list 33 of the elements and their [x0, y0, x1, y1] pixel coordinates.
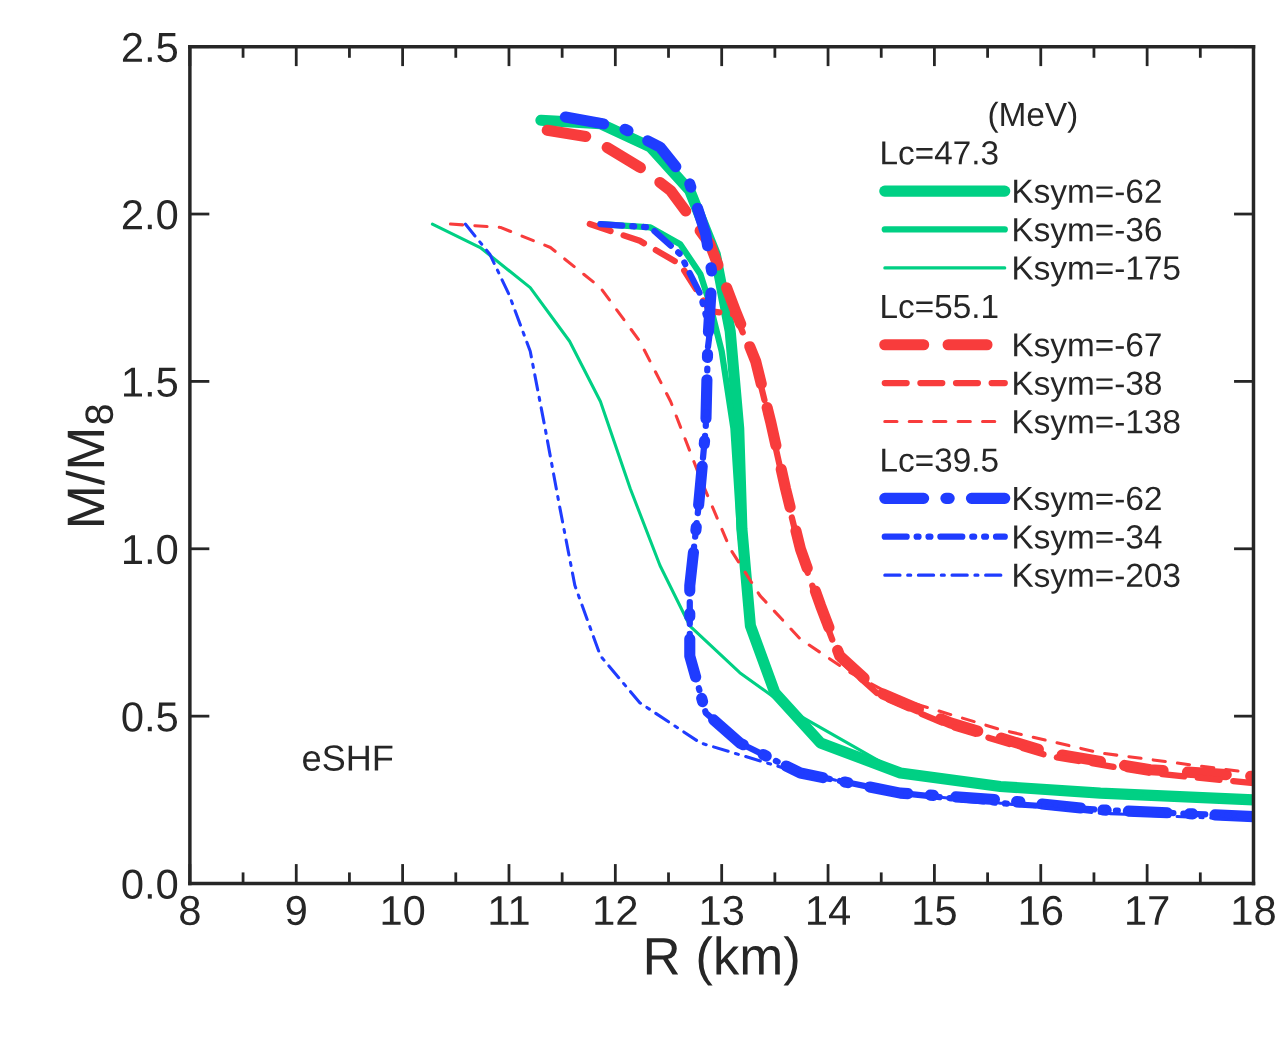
- x-tick-label: 13: [701, 895, 744, 926]
- legend-title: (MeV): [989, 101, 1077, 133]
- x-tick-label: 16: [1020, 895, 1063, 926]
- x-tick-label: 14: [808, 896, 850, 925]
- y-tick-label: 0.0: [122, 869, 178, 900]
- legend-label: Ksym=-203: [1014, 563, 1180, 594]
- y-tick-label: 2.5: [122, 32, 178, 63]
- legend-label: Ksym=-175: [1014, 256, 1180, 287]
- annotation: Lc=47.3: [882, 141, 998, 165]
- y-tick-label: 0.5: [122, 702, 178, 732]
- legend-label: Ksym=-67: [1014, 333, 1161, 364]
- x-tick-label: 12: [595, 895, 637, 925]
- x-tick-label: 10: [382, 895, 425, 926]
- y-axis-title: M/M$_{8}$: [65, 405, 114, 525]
- x-tick-label: 9: [286, 895, 306, 926]
- y-tick-label: 1.5: [124, 367, 178, 397]
- legend-label: Ksym=-62: [1014, 179, 1161, 210]
- annotation: Lc=39.5: [882, 448, 998, 472]
- x-axis-title: R (km): [646, 936, 798, 986]
- legend-label: Ksym=-36: [1014, 217, 1161, 249]
- x-tick-label: 15: [914, 896, 956, 926]
- y-tick-label: 2.0: [122, 200, 178, 230]
- annotation: Lc=55.1: [882, 295, 998, 319]
- legend-label: Ksym=-138: [1014, 409, 1180, 441]
- x-tick-label: 18: [1233, 895, 1275, 926]
- y-tick-label: 1.0: [124, 534, 178, 565]
- x-tick-label: 8: [180, 895, 200, 926]
- legend-label: Ksym=-62: [1014, 486, 1161, 517]
- legend-label: Ksym=-38: [1014, 371, 1161, 402]
- legend-label: Ksym=-34: [1014, 525, 1162, 556]
- x-tick-label: 11: [490, 896, 529, 925]
- annotation: eSHF: [303, 745, 393, 771]
- x-tick-label: 17: [1127, 896, 1169, 925]
